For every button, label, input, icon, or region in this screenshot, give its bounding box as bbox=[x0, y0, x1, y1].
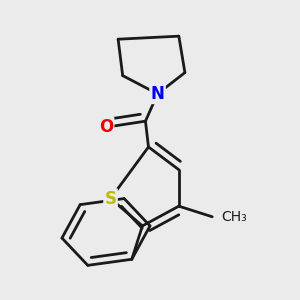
Text: S: S bbox=[104, 190, 116, 208]
Text: O: O bbox=[99, 118, 113, 136]
Text: N: N bbox=[151, 85, 164, 103]
Text: CH₃: CH₃ bbox=[221, 210, 247, 224]
